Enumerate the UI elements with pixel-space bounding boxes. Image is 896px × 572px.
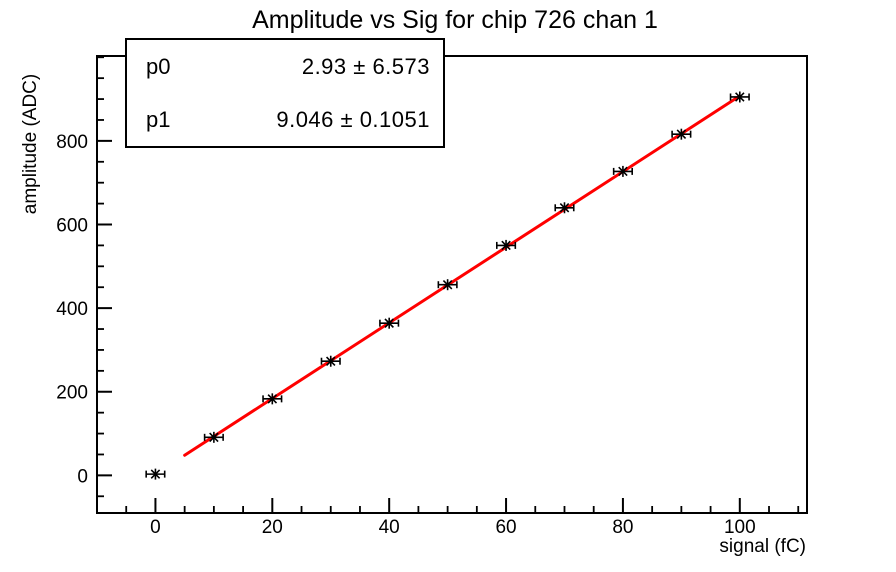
star-ray-diag2 [442, 279, 453, 290]
data-point-marker [671, 128, 692, 140]
y-tick-label: 200 [56, 383, 88, 404]
data-point-marker [495, 239, 517, 251]
plot-frame [96, 55, 808, 514]
y-axis-title: amplitude (ADC) [20, 74, 41, 214]
data-point-marker [554, 202, 575, 214]
data-point-marker [262, 393, 283, 405]
axis-ticks-layer [96, 56, 800, 513]
x-axis-title: signal (fC) [719, 536, 806, 557]
data-point-marker [203, 431, 224, 443]
data-point-marker [612, 165, 633, 177]
star-ray-diag2 [559, 203, 570, 213]
star-ray-diag2 [676, 129, 687, 139]
y-tick-label: 800 [56, 132, 88, 153]
star-ray-diag2 [384, 318, 394, 328]
x-tick-label: 40 [379, 517, 400, 538]
data-point-marker [729, 91, 750, 103]
fit-stats-box: p0 2.93 ± 6.573 p1 9.046 ± 0.1051 [125, 38, 445, 148]
stat-name-p0: p0 [146, 53, 171, 79]
data-point-marker [437, 279, 458, 291]
star-ray-diag2 [618, 166, 628, 177]
star-ray-diag2 [735, 92, 745, 102]
x-tick-label: 80 [612, 517, 633, 538]
data-point-marker [379, 317, 400, 329]
tick-labels-layer: 0 20 40 60 80 100 0 200 400 600 800 [56, 132, 755, 538]
fit-line-layer [183, 94, 742, 457]
stat-value-p0: 2.93 ± 6.573 [301, 53, 430, 79]
stat-value-p1: 9.046 ± 0.1051 [276, 106, 430, 132]
star-ray-diag2 [325, 356, 336, 366]
data-point-marker [145, 468, 166, 480]
star-ray-diag2 [150, 469, 161, 479]
y-tick-label: 600 [56, 216, 88, 237]
star-ray-diag2 [501, 240, 511, 251]
fit-line [183, 94, 742, 457]
x-tick-label: 100 [724, 517, 756, 538]
data-point-marker [320, 355, 341, 367]
stat-row-p1: p1 9.046 ± 0.1051 [127, 93, 443, 146]
stat-row-p0: p0 2.93 ± 6.573 [127, 40, 443, 93]
x-tick-label: 20 [262, 517, 283, 538]
star-ray-diag2 [209, 432, 219, 443]
star-ray-diag2 [267, 394, 278, 404]
y-tick-label: 0 [77, 466, 88, 487]
x-tick-label: 0 [150, 517, 161, 538]
plot-title: Amplitude vs Sig for chip 726 chan 1 [252, 6, 658, 34]
stat-name-p1: p1 [146, 106, 171, 132]
data-points-layer [145, 91, 750, 480]
y-tick-label: 400 [56, 299, 88, 320]
x-tick-label: 60 [495, 517, 516, 538]
